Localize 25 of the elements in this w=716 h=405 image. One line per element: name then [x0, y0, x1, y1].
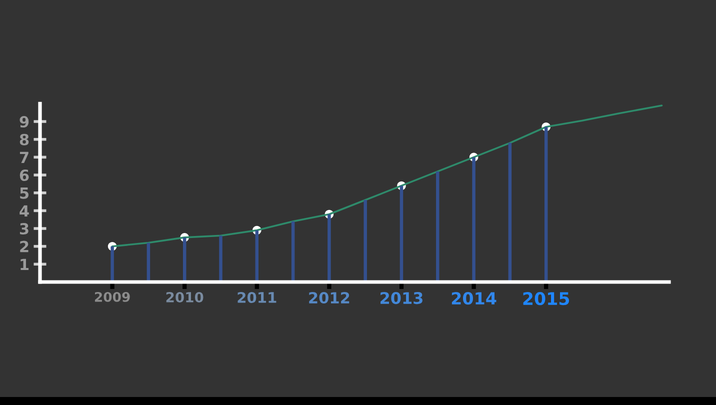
x-tick-label: 2009 — [94, 292, 130, 302]
y-tick-label: 3 — [20, 222, 28, 235]
x-tick-label: 2010 — [166, 292, 204, 302]
x-tick-label: 2012 — [309, 292, 350, 304]
bar — [544, 126, 548, 282]
y-tick-label: 8 — [20, 134, 29, 146]
bar — [400, 186, 404, 282]
bar — [110, 246, 114, 282]
bar — [219, 236, 222, 282]
bar — [436, 171, 440, 282]
y-tick-label: 7 — [20, 152, 28, 163]
bar — [328, 214, 331, 282]
y-tick-label: 2 — [20, 240, 28, 252]
y-tick-label: 1 — [20, 258, 29, 270]
x-tick-label: 2011 — [238, 292, 276, 304]
y-tick-label: 5 — [20, 188, 29, 199]
x-tick-label: 2014 — [452, 292, 496, 305]
bar — [472, 157, 476, 282]
y-tick-label: 6 — [20, 170, 29, 182]
bar — [508, 142, 512, 282]
y-tick-label: 4 — [20, 205, 29, 216]
x-tick-label: 2013 — [380, 292, 422, 304]
y-tick-label: 9 — [20, 116, 29, 128]
bar — [364, 200, 367, 282]
x-tick-label: 2015 — [523, 292, 570, 306]
